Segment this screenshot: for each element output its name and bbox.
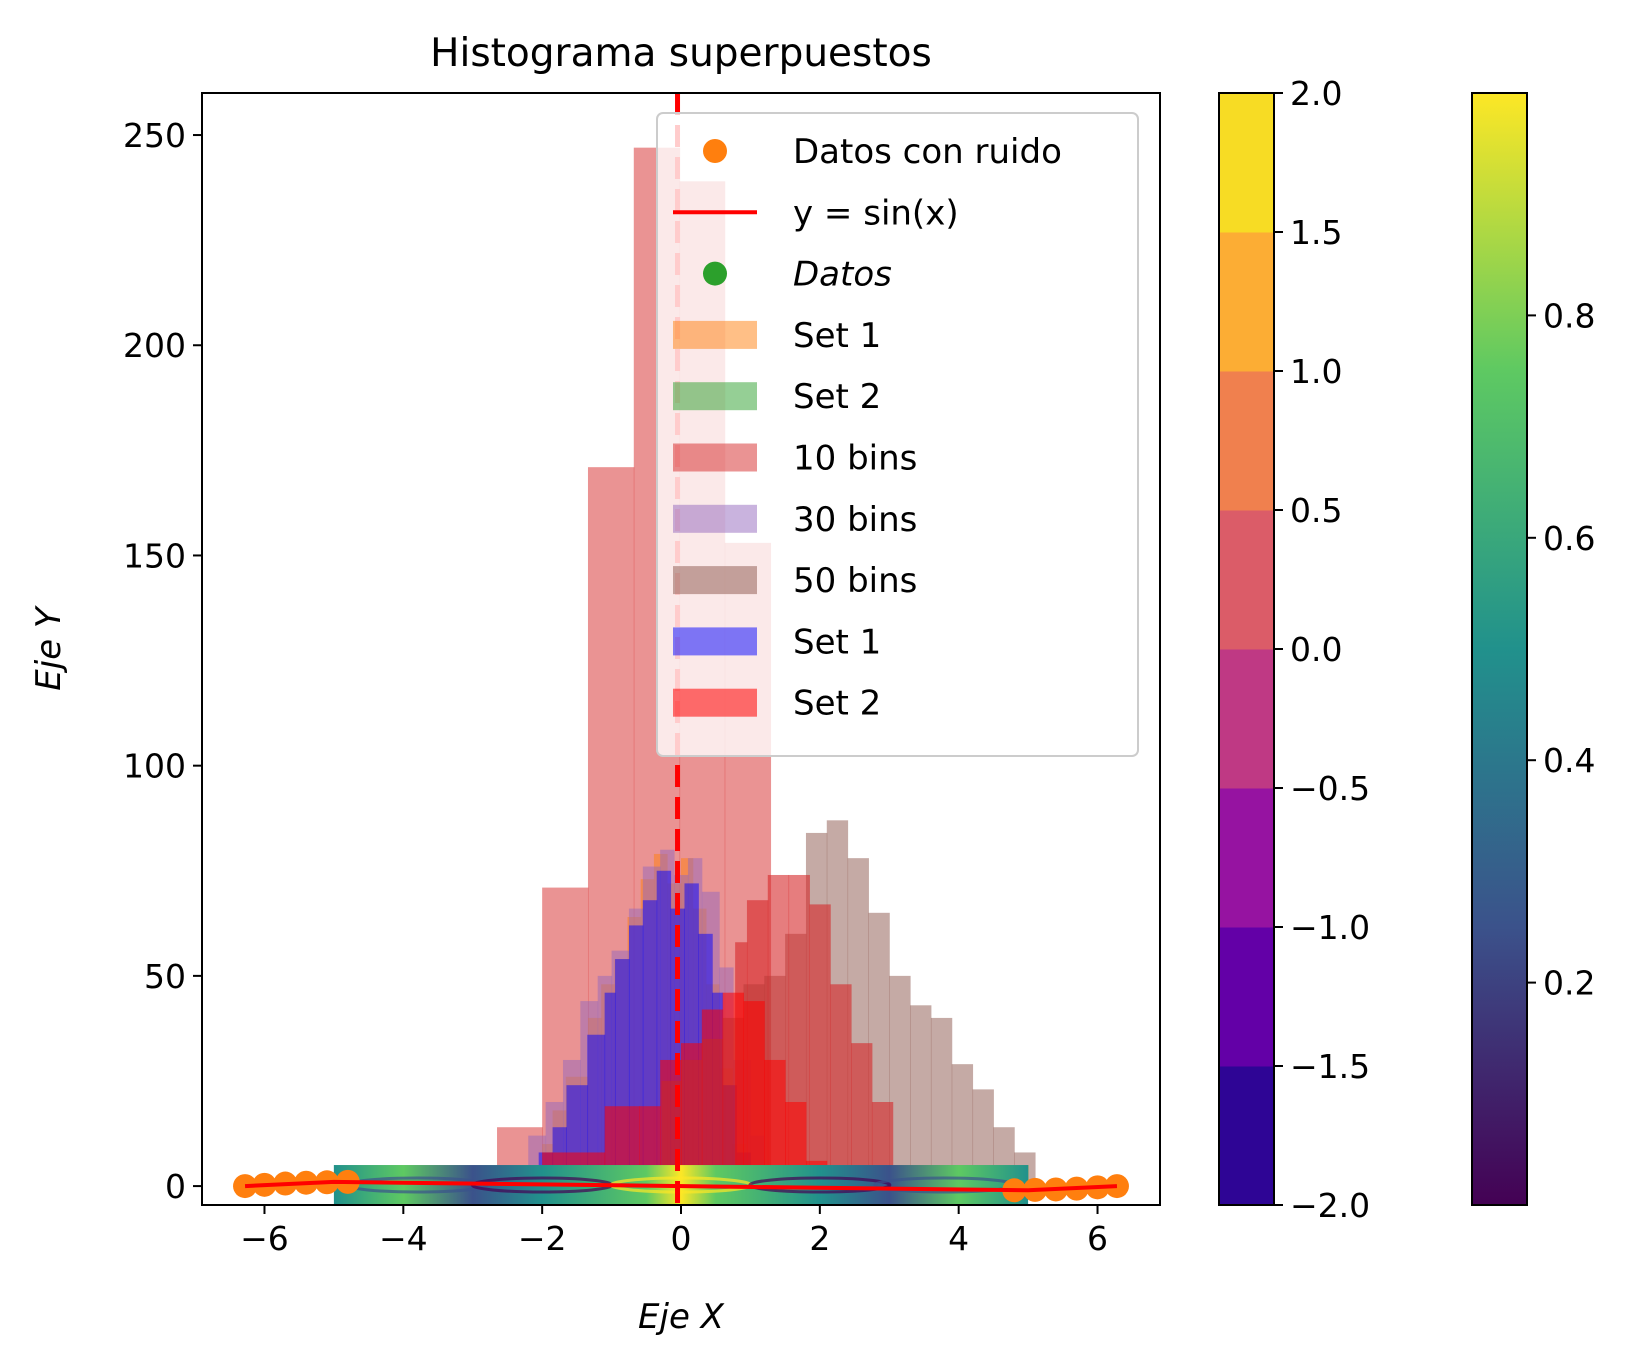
colorbar-tick-label: 1.5	[1290, 213, 1342, 252]
colorbar-tick-label: 0.8	[1543, 296, 1595, 335]
x-tick-label: 0	[671, 1219, 692, 1258]
colorbar-segment	[1219, 232, 1274, 372]
histogram-bar	[972, 1089, 994, 1187]
chart-title: Histograma superpuestos	[430, 31, 932, 76]
sine-line	[244, 1179, 1118, 1193]
y-tick-label: 250	[123, 116, 186, 155]
colorbar-segment	[1219, 510, 1274, 650]
histogram-bar	[701, 1009, 724, 1187]
colorbar-tick-label: 0.0	[1290, 630, 1342, 669]
colorbar-tick-label: 0.5	[1290, 491, 1342, 530]
histogram-bar	[722, 992, 744, 1187]
x-axis: −6 −4 −2 0 2 4 6	[240, 1205, 1108, 1258]
colorbar-segment	[1219, 371, 1274, 511]
histogram-bar	[809, 904, 831, 1187]
colorbar-segment	[1219, 927, 1274, 1067]
colorbar-tick-label: −2.0	[1290, 1186, 1370, 1225]
legend-label: Set 1	[793, 622, 881, 662]
legend-patch	[673, 566, 757, 595]
legend-patch	[673, 382, 757, 411]
legend-patch	[673, 688, 757, 717]
colorbar-tick-label: 2.0	[1290, 74, 1342, 113]
colorbar-tick-label: −1.0	[1290, 908, 1370, 947]
y-tick-label: 0	[165, 1167, 186, 1206]
legend-marker	[703, 139, 727, 163]
legend-patch	[673, 627, 757, 656]
histogram-bar	[930, 1017, 953, 1187]
x-tick-label: 4	[948, 1219, 969, 1258]
x-tick-label: −2	[518, 1219, 567, 1258]
legend-label: 50 bins	[793, 561, 917, 601]
y-tick-label: 150	[123, 536, 186, 575]
histogram-bar	[851, 1043, 873, 1187]
legend-patch	[673, 504, 757, 533]
colorbar-segment	[1219, 788, 1274, 928]
colorbar-tick-label: −0.5	[1290, 769, 1370, 808]
colorbar-tick-label: 0.2	[1543, 964, 1595, 1003]
legend-patch	[673, 320, 757, 349]
series-layer	[233, 1169, 1129, 1203]
colorbar-segment	[1219, 93, 1274, 233]
legend-label: Datos	[793, 255, 892, 295]
colorbar-tick-label: 0.6	[1543, 519, 1595, 558]
legend-label: Set 2	[793, 684, 881, 724]
legend-label: 30 bins	[793, 500, 917, 540]
legend-label: y = sin(x)	[793, 193, 959, 233]
y-axis: 0 50 100 150 200 250	[123, 116, 202, 1206]
legend-label: Set 2	[793, 377, 881, 417]
histogram-bar	[681, 1043, 703, 1187]
colorbar-tick-label: 1.0	[1290, 352, 1342, 391]
histogram-bar	[889, 975, 911, 1187]
x-tick-label: 2	[809, 1219, 830, 1258]
histogram-bar	[951, 1064, 974, 1187]
x-tick-label: −4	[379, 1219, 428, 1258]
colorbar-gradient	[1472, 93, 1527, 1205]
colorbar-segment	[1219, 649, 1274, 789]
colorbar-plasma: −2.0 −1.5 −1.0 −0.5 0.0 0.5 1.0 1.5 2.0	[1218, 74, 1370, 1225]
y-tick-label: 200	[123, 326, 186, 365]
legend-patch	[673, 443, 757, 472]
histogram-bar	[764, 1059, 786, 1187]
x-axis-label: Eje X	[638, 1297, 725, 1337]
colorbar-segment	[1219, 1066, 1274, 1206]
histogram-bar	[604, 992, 616, 1187]
colorbar-viridis: 0.2 0.4 0.6 0.8	[1471, 92, 1595, 1206]
y-tick-label: 50	[144, 957, 186, 996]
legend-label: Set 1	[793, 316, 881, 356]
x-tick-label: −6	[240, 1219, 289, 1258]
legend-box	[656, 112, 1139, 757]
histogram-bar	[830, 984, 852, 1187]
legend: Datos con ruido y = sin(x) Datos Set 1 Set 2…	[656, 112, 1139, 757]
y-tick-label: 100	[123, 747, 186, 786]
legend-marker	[703, 261, 727, 286]
colorbar-tick-label: 0.4	[1543, 741, 1595, 780]
histogram-bar	[910, 1005, 932, 1187]
legend-label: Datos con ruido	[793, 132, 1062, 172]
colorbar-frame	[1471, 92, 1528, 1206]
y-axis-label: Eje Y	[29, 605, 69, 691]
x-tick-label: 6	[1087, 1219, 1108, 1258]
histogram-bar	[743, 1001, 765, 1187]
legend-label: 10 bins	[793, 439, 917, 479]
histogram-bar	[587, 1034, 606, 1187]
colorbar-tick-label: −1.5	[1290, 1047, 1370, 1086]
